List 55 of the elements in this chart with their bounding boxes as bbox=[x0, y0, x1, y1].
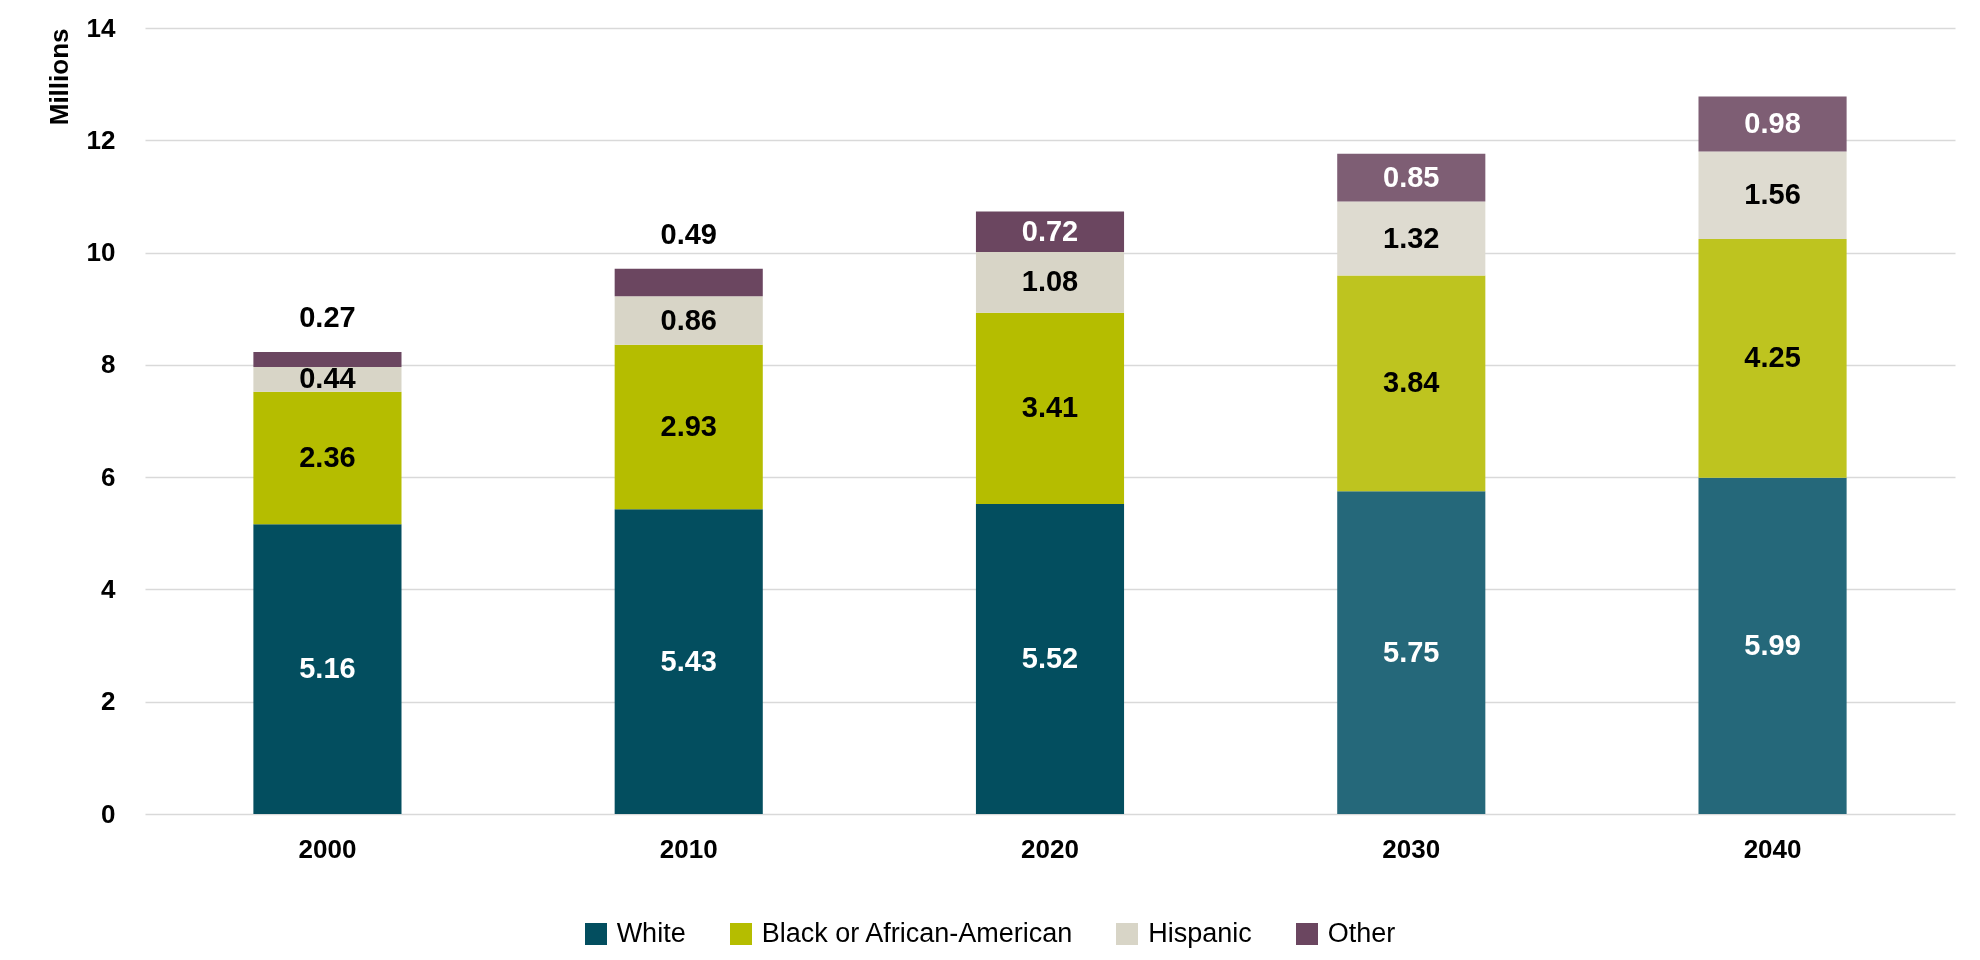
bar bbox=[614, 296, 763, 345]
bar bbox=[975, 312, 1125, 505]
legend-label: Hispanic bbox=[1148, 918, 1252, 949]
data-label: 2.36 bbox=[299, 441, 356, 474]
y-axis-title: Millions bbox=[43, 28, 74, 126]
data-label: 1.56 bbox=[1744, 178, 1801, 211]
data-label: 5.99 bbox=[1744, 628, 1801, 661]
y-tick-label: 2 bbox=[101, 686, 116, 717]
data-label: 0.27 bbox=[299, 301, 356, 334]
data-label: 3.84 bbox=[1383, 366, 1440, 399]
y-tick-label: 6 bbox=[101, 461, 116, 492]
bar bbox=[1698, 96, 1847, 152]
bar bbox=[1337, 275, 1486, 492]
bar bbox=[253, 524, 402, 814]
data-label: 5.52 bbox=[1021, 642, 1079, 675]
data-label: 0.72 bbox=[1021, 214, 1079, 247]
data-label: 0.86 bbox=[660, 303, 717, 336]
bar bbox=[1698, 239, 1847, 478]
bar bbox=[1698, 477, 1847, 814]
data-label: 5.16 bbox=[299, 652, 356, 685]
data-label: 4.25 bbox=[1744, 341, 1801, 374]
bar bbox=[614, 268, 763, 297]
legend-label: Other bbox=[1327, 918, 1396, 949]
bar bbox=[975, 211, 1125, 253]
bar bbox=[975, 504, 1125, 814]
y-tick-label: 8 bbox=[101, 349, 116, 380]
bar bbox=[253, 351, 402, 368]
bar bbox=[253, 391, 402, 525]
y-tick-label: 4 bbox=[101, 573, 117, 604]
data-label: 5.75 bbox=[1383, 635, 1440, 668]
data-label: 3.41 bbox=[1021, 391, 1079, 424]
bar bbox=[614, 344, 763, 510]
data-label: 0.44 bbox=[299, 362, 356, 395]
bar bbox=[1698, 151, 1847, 240]
x-tick-label: 2010 bbox=[659, 833, 718, 864]
y-tick-label: 10 bbox=[86, 237, 116, 268]
x-tick-label: 2020 bbox=[1021, 833, 1079, 864]
bar bbox=[975, 252, 1125, 313]
y-tick-label: 12 bbox=[86, 124, 116, 155]
x-tick-label: 2000 bbox=[298, 833, 357, 864]
data-label: 0.98 bbox=[1744, 107, 1801, 139]
bar bbox=[614, 509, 763, 814]
legend-label: White bbox=[616, 918, 686, 949]
y-tick-label: 0 bbox=[101, 798, 116, 829]
legend-label: Black or African-American bbox=[761, 918, 1073, 949]
data-label: 0.49 bbox=[660, 218, 717, 251]
data-label: 0.85 bbox=[1383, 160, 1440, 193]
bar bbox=[1337, 491, 1486, 814]
data-label: 5.43 bbox=[660, 644, 717, 677]
x-tick-label: 2030 bbox=[1382, 833, 1441, 864]
data-label: 1.32 bbox=[1383, 221, 1440, 254]
y-tick-label: 14 bbox=[86, 12, 117, 43]
x-tick-label: 2040 bbox=[1743, 833, 1802, 864]
data-label: 2.93 bbox=[660, 409, 717, 442]
data-label: 1.08 bbox=[1021, 265, 1079, 298]
